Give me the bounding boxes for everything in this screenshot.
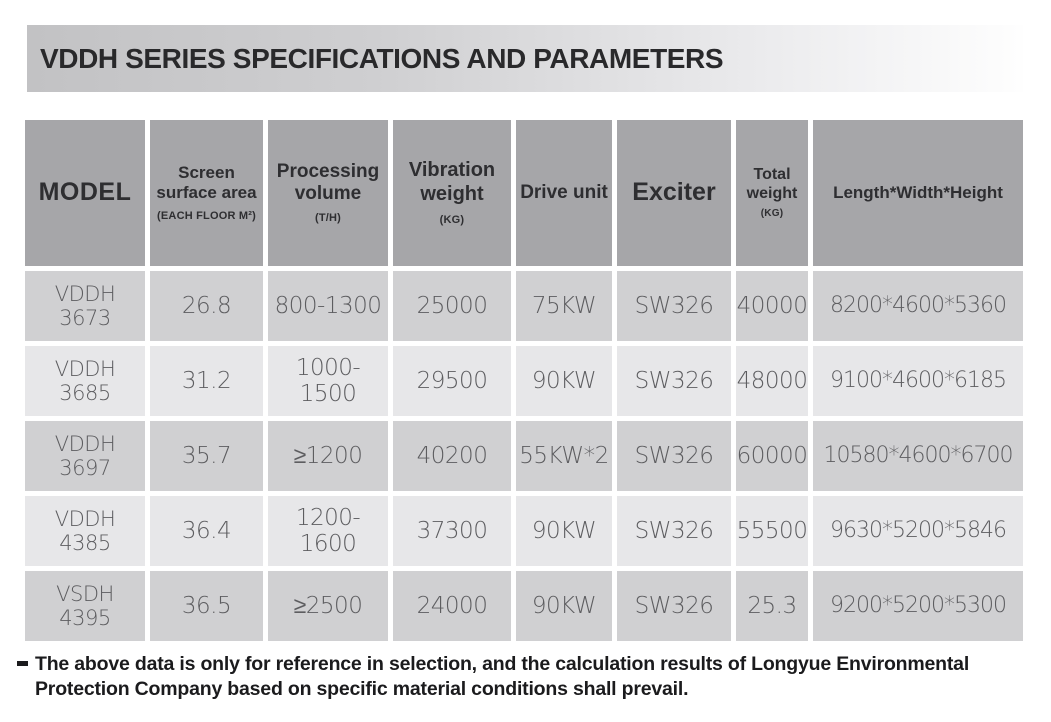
table-cell: 60000 — [736, 421, 808, 491]
table-cell: 9200*5200*5300 — [813, 571, 1023, 641]
header-cell-model: MODEL — [25, 120, 145, 266]
header-label: Length*Width*Height — [833, 182, 1003, 202]
table-cell: 31.2 — [150, 346, 263, 416]
model-cell: VDDH 3673 — [25, 271, 145, 341]
table-cell: 29500 — [393, 346, 511, 416]
table-cell: 90KW — [516, 496, 612, 566]
table-row: VSDH 4395 36.5 ≥2500 24000 90KW SW326 25.3 9200… — [25, 571, 1023, 641]
table-cell: 40000 — [736, 271, 808, 341]
table-cell: 40200 — [393, 421, 511, 491]
table-cell: 55500 — [736, 496, 808, 566]
table-cell: 8200*4600*5360 — [813, 271, 1023, 341]
header-sublabel: (EACH FLOOR M²) — [157, 210, 256, 223]
table-cell: 36.4 — [150, 496, 263, 566]
table-cell: SW326 — [617, 271, 731, 341]
model-cell: VSDH 4395 — [25, 571, 145, 641]
spec-table: MODEL Screen surface area (EACH FLOOR M²… — [25, 120, 1023, 646]
header-cell-processing-volume: Processing volume (T/H) — [268, 120, 388, 266]
table-header-row: MODEL Screen surface area (EACH FLOOR M²… — [25, 120, 1023, 266]
header-cell-exciter: Exciter — [617, 120, 731, 266]
table-cell: 90KW — [516, 571, 612, 641]
header-label: Drive unit — [520, 181, 608, 203]
header-label: MODEL — [38, 178, 132, 207]
header-sublabel: (T/H) — [314, 212, 342, 225]
dash-bullet-icon — [17, 661, 28, 666]
table-cell: 75KW — [516, 271, 612, 341]
table-cell: 9630*5200*5846 — [813, 496, 1023, 566]
table-cell: 1000-1500 — [268, 346, 388, 416]
table-cell: 36.5 — [150, 571, 263, 641]
table-body: VDDH 3673 26.8 800-1300 25000 75KW SW326 40000… — [25, 271, 1023, 641]
table-cell: 25000 — [393, 271, 511, 341]
model-cell: VDDH 3685 — [25, 346, 145, 416]
table-cell: 24000 — [393, 571, 511, 641]
header-label: Total weight — [746, 166, 798, 203]
table-row: VDDH 4385 36.4 1200-1600 37300 90KW SW326 5550… — [25, 496, 1023, 566]
table-cell: SW326 — [617, 571, 731, 641]
table-cell: SW326 — [617, 421, 731, 491]
page-title: VDDH SERIES SPECIFICATIONS AND PARAMETER… — [40, 42, 724, 74]
table-row: VDDH 3697 35.7 ≥1200 40200 55KW*2 SW326 60000 1… — [25, 421, 1023, 491]
table-cell: 35.7 — [150, 421, 263, 491]
footnote: The above data is only for reference in … — [17, 652, 1029, 702]
table-cell: 37300 — [393, 496, 511, 566]
model-cell: VDDH 4385 — [25, 496, 145, 566]
header-sublabel: (KG) — [760, 207, 784, 219]
table-cell: ≥1200 — [268, 421, 388, 491]
table-cell: 10580*4600*6700 — [813, 421, 1023, 491]
header-label: Screen surface area — [156, 162, 257, 203]
table-cell: 90KW — [516, 346, 612, 416]
table-cell: 1200-1600 — [268, 496, 388, 566]
table-cell: 800-1300 — [268, 271, 388, 341]
footnote-text: The above data is only for reference in … — [35, 653, 970, 700]
header-cell-vibration-weight: Vibration weight (KG) — [393, 120, 511, 266]
table-row: VDDH 3673 26.8 800-1300 25000 75KW SW326 40000… — [25, 271, 1023, 341]
table-cell: SW326 — [617, 346, 731, 416]
table-cell: 9100*4600*6185 — [813, 346, 1023, 416]
title-banner: VDDH SERIES SPECIFICATIONS AND PARAMETER… — [27, 25, 1023, 92]
table-cell: 48000 — [736, 346, 808, 416]
header-cell-total-weight: Total weight (KG) — [736, 120, 808, 266]
table-cell: ≥2500 — [268, 571, 388, 641]
table-cell: 26.8 — [150, 271, 263, 341]
header-cell-drive-unit: Drive unit — [516, 120, 612, 266]
model-cell: VDDH 3697 — [25, 421, 145, 491]
header-sublabel: (KG) — [439, 213, 465, 226]
table-cell: SW326 — [617, 496, 731, 566]
table-row: VDDH 3685 31.2 1000-1500 29500 90KW SW326 4800… — [25, 346, 1023, 416]
header-cell-dimensions: Length*Width*Height — [813, 120, 1023, 266]
header-label: Exciter — [632, 178, 716, 207]
header-label: Processing volume — [276, 160, 380, 205]
table-cell: 55KW*2 — [516, 421, 612, 491]
header-label: Vibration weight — [408, 159, 496, 206]
header-cell-screen-surface-area: Screen surface area (EACH FLOOR M²) — [150, 120, 263, 266]
table-cell: 25.3 — [736, 571, 808, 641]
